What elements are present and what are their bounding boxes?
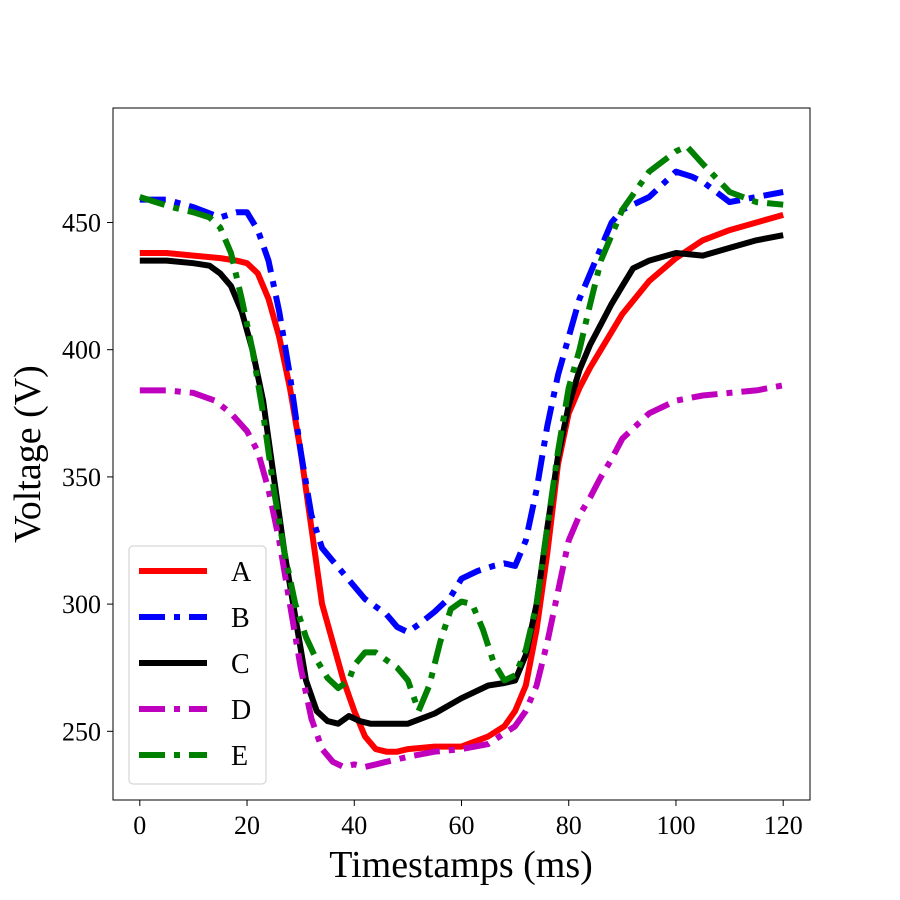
x-tick-label: 100: [656, 811, 695, 840]
legend-label-b: B: [231, 603, 250, 634]
x-tick-label: 40: [341, 811, 367, 840]
x-tick-label: 0: [133, 811, 146, 840]
legend-label-a: A: [231, 557, 252, 588]
y-tick-label: 400: [62, 336, 101, 365]
series-line-e: [138, 143, 784, 714]
y-tick-label: 450: [62, 208, 101, 237]
legend-label-e: E: [231, 741, 248, 772]
x-tick-label: 60: [449, 811, 475, 840]
series-layer: [138, 143, 785, 770]
x-tick-label: 80: [556, 811, 582, 840]
legend-label-c: C: [231, 649, 250, 680]
y-tick-label: 250: [62, 717, 101, 746]
y-tick-label: 350: [62, 463, 101, 492]
y-axis-title: Voltage (V): [7, 365, 49, 543]
series-line-b: [139, 168, 784, 636]
series-line-a: [139, 212, 785, 755]
y-tick-label: 300: [62, 590, 101, 619]
x-axis-title: Timestamps (ms): [329, 844, 593, 886]
y-axis: 250 300 350 400 450: [62, 208, 113, 746]
x-tick-label: 20: [234, 811, 260, 840]
legend-label-d: D: [231, 695, 251, 726]
x-tick-label: 120: [764, 811, 803, 840]
x-axis: 0 20 40 60 80 100 120: [133, 800, 803, 840]
series-line-d: [139, 382, 784, 770]
